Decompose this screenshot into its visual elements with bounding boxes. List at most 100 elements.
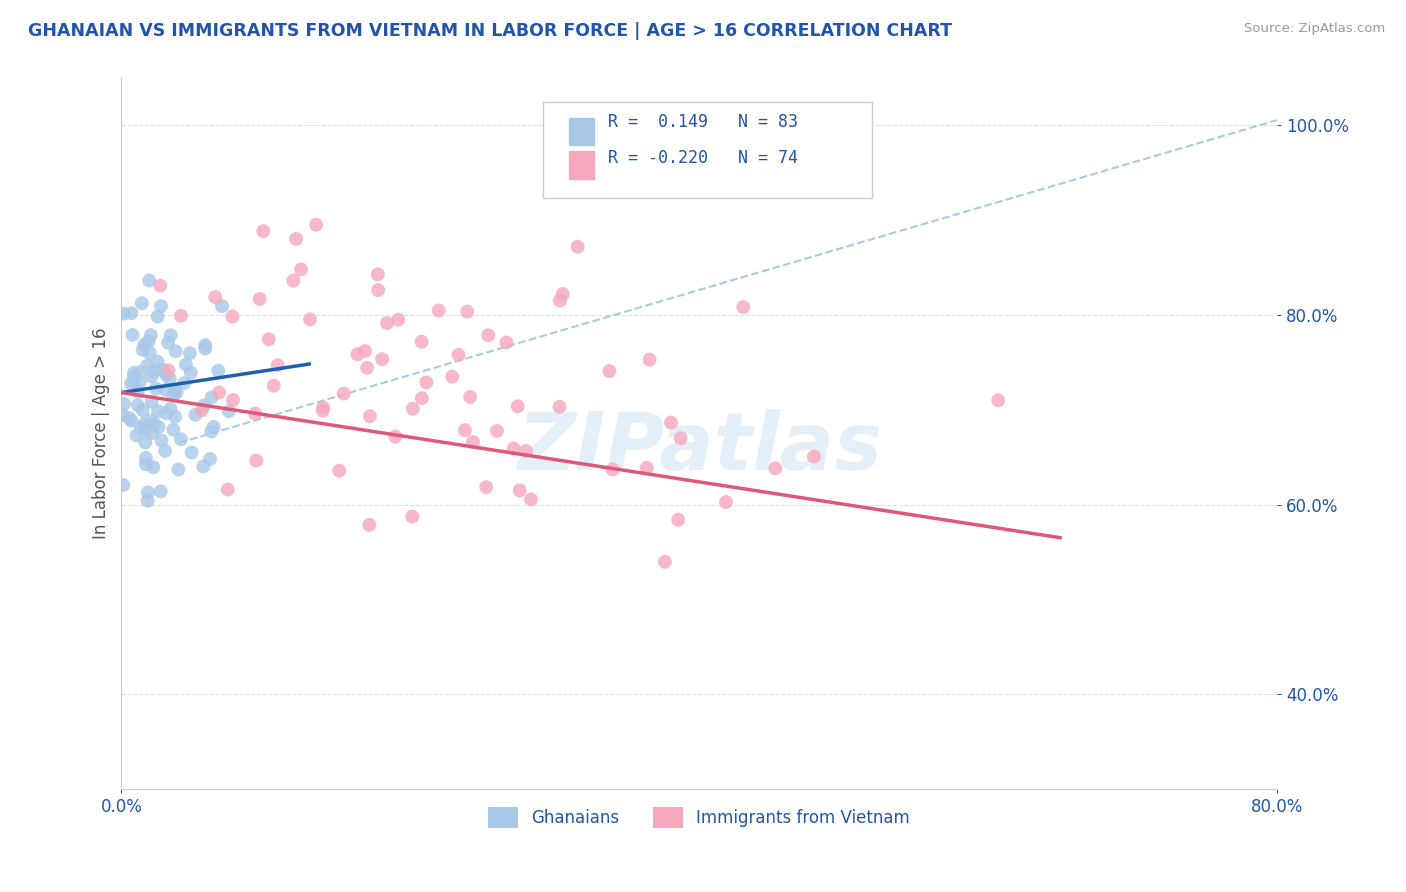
Point [354, 344, 377, 359]
Point [551, 287, 574, 301]
Point [356, 360, 378, 375]
Point [122, 375, 145, 389]
Point [346, 347, 368, 361]
Point [733, 300, 755, 314]
Legend: Ghanaians, Immigrants from Vietnam: Ghanaians, Immigrants from Vietnam [481, 801, 917, 834]
Point [305, 218, 328, 232]
Point [441, 369, 464, 384]
Point [127, 384, 149, 399]
Point [157, 335, 180, 350]
Point [477, 328, 499, 343]
Y-axis label: In Labor Force | Age > 16: In Labor Force | Age > 16 [93, 327, 110, 539]
Point [159, 328, 181, 343]
Point [194, 338, 217, 352]
Point [211, 299, 233, 313]
Point [312, 403, 335, 417]
Point [153, 443, 176, 458]
Point [285, 232, 308, 246]
Point [763, 461, 786, 475]
Point [132, 403, 155, 417]
Point [222, 392, 245, 407]
Point [427, 303, 450, 318]
Point [157, 363, 180, 377]
Point [208, 385, 231, 400]
Point [415, 376, 437, 390]
Point [141, 425, 163, 440]
Point [150, 299, 173, 313]
Point [131, 296, 153, 310]
Text: GHANAIAN VS IMMIGRANTS FROM VIETNAM IN LABOR FORCE | AGE > 16 CORRELATION CHART: GHANAIAN VS IMMIGRANTS FROM VIETNAM IN L… [28, 22, 952, 40]
Point [249, 292, 271, 306]
Point [207, 364, 229, 378]
Point [375, 316, 398, 330]
Point [567, 240, 589, 254]
Point [402, 401, 425, 416]
Point [141, 394, 163, 409]
Point [456, 304, 478, 318]
Point [598, 364, 620, 378]
Point [191, 403, 214, 417]
Point [636, 460, 658, 475]
Point [122, 369, 145, 384]
Point [155, 368, 177, 382]
Point [134, 337, 156, 351]
Point [134, 435, 156, 450]
Point [135, 450, 157, 465]
Point [638, 352, 661, 367]
Point [129, 421, 152, 435]
Point [150, 434, 173, 448]
Point [184, 408, 207, 422]
Point [143, 364, 166, 378]
Point [401, 509, 423, 524]
Point [290, 262, 312, 277]
Point [167, 462, 190, 476]
Point [299, 312, 322, 326]
Point [193, 399, 215, 413]
Point [666, 513, 689, 527]
Point [217, 483, 239, 497]
Point [359, 409, 381, 424]
Bar [568, 118, 593, 145]
Text: ZIPatlas: ZIPatlas [516, 409, 882, 486]
Point [515, 444, 537, 458]
Point [245, 453, 267, 467]
Point [131, 343, 153, 357]
Point [138, 334, 160, 349]
Point [166, 385, 188, 400]
Point [136, 359, 159, 373]
Point [332, 386, 354, 401]
Bar [568, 152, 593, 178]
FancyBboxPatch shape [543, 103, 872, 198]
Point [149, 278, 172, 293]
Text: R = -0.220   N = 74: R = -0.220 N = 74 [607, 149, 797, 167]
Point [803, 450, 825, 464]
Point [447, 348, 470, 362]
Point [475, 480, 498, 494]
Point [602, 462, 624, 476]
Point [165, 409, 187, 424]
Point [252, 224, 274, 238]
Point [180, 366, 202, 380]
Point [502, 442, 524, 456]
Point [112, 478, 135, 492]
Point [283, 274, 305, 288]
Point [152, 363, 174, 377]
Point [139, 413, 162, 427]
Point [170, 309, 193, 323]
Point [134, 417, 156, 431]
Point [159, 401, 181, 416]
Point [148, 420, 170, 434]
Point [142, 460, 165, 475]
Point [125, 428, 148, 442]
Point [458, 390, 481, 404]
Point [218, 404, 240, 418]
Point [495, 335, 517, 350]
Point [371, 352, 394, 367]
Point [135, 457, 157, 471]
Point [118, 411, 141, 425]
Text: R =  0.149   N = 83: R = 0.149 N = 83 [607, 113, 797, 131]
Point [121, 414, 143, 428]
Text: Source: ZipAtlas.com: Source: ZipAtlas.com [1244, 22, 1385, 36]
Point [263, 378, 285, 392]
Point [463, 434, 485, 449]
